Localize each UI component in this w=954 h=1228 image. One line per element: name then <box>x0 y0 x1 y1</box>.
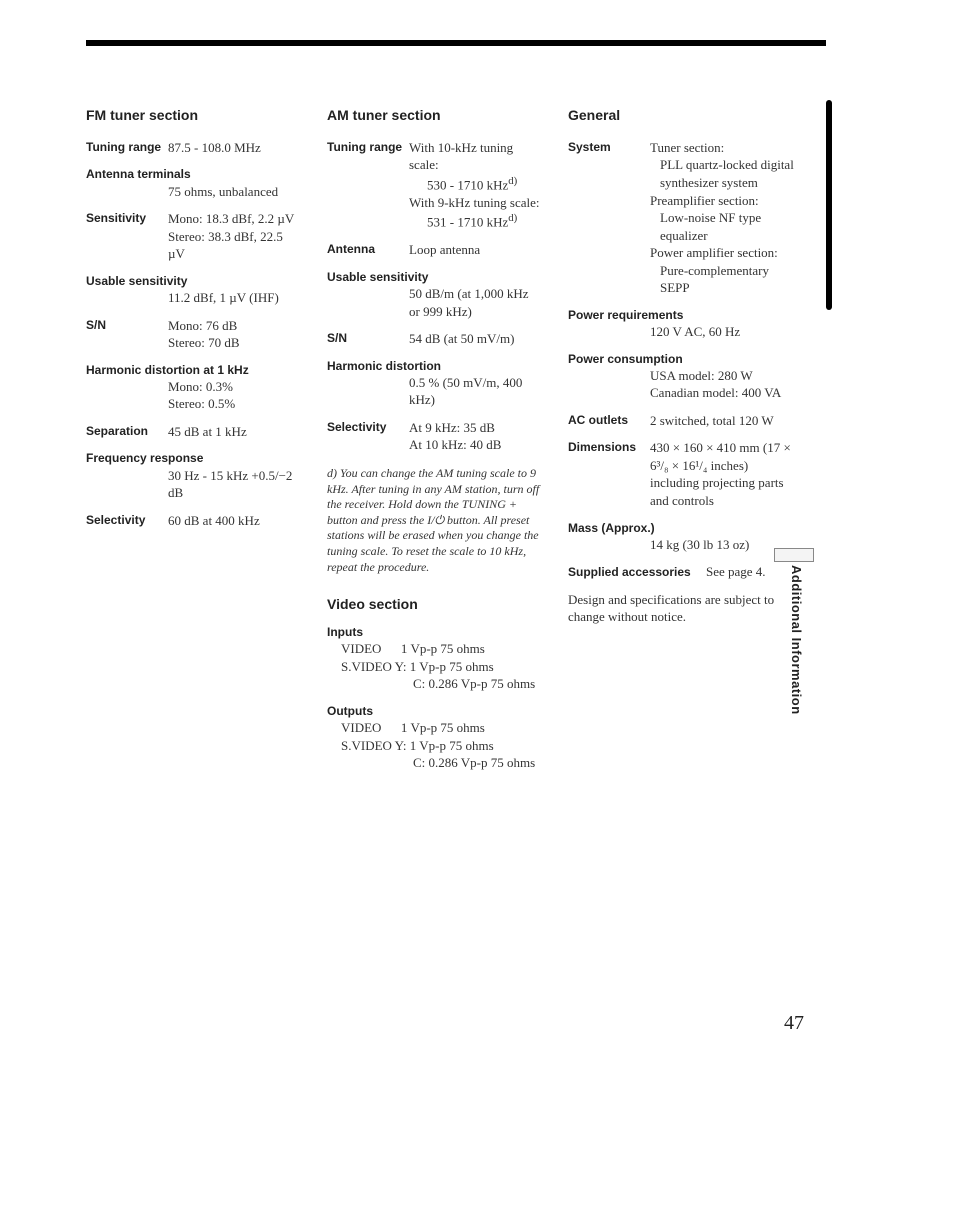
fm-column: FM tuner section Tuning range 87.5 - 108… <box>86 106 301 772</box>
video-inputs-label: Inputs <box>327 624 542 640</box>
gen-system3v: Pure-complementary SEPP <box>650 262 798 297</box>
fm-sensitivity-label: Sensitivity <box>86 210 168 263</box>
gen-system1v: PLL quartz-locked digital synthesizer sy… <box>650 156 798 191</box>
am-tr2: With 9-kHz tuning scale: <box>409 194 542 212</box>
gen-supplied: See page 4. <box>706 564 766 579</box>
am-sel-label: Selectivity <box>327 419 409 454</box>
am-tr-label: Tuning range <box>327 139 409 231</box>
am-sn-label: S/N <box>327 330 409 348</box>
am-title: AM tuner section <box>327 106 542 125</box>
fm-hd-mono: Mono: 0.3% <box>168 378 301 396</box>
fm-sensitivity-mono: Mono: 18.3 dBf, 2.2 µV <box>168 210 301 228</box>
fm-sn-label: S/N <box>86 317 168 352</box>
am-tr1: With 10-kHz tuning scale: <box>409 139 542 174</box>
fm-tuning-range: 87.5 - 108.0 MHz <box>168 139 301 157</box>
am-hd-label: Harmonic distortion <box>327 358 542 374</box>
video-out-sy: S.VIDEO Y: 1 Vp-p 75 ohms <box>341 737 542 755</box>
fm-usable-label: Usable sensitivity <box>86 273 301 289</box>
fm-sensitivity-stereo: Stereo: 38.3 dBf, 22.5 µV <box>168 228 301 263</box>
am-sup1: d) <box>508 175 517 187</box>
general-column: General System Tuner section: PLL quartz… <box>568 106 798 772</box>
am-sup2: d) <box>508 212 517 224</box>
gen-ac: 2 switched, total 120 W <box>650 412 798 430</box>
right-margin-bar <box>826 100 832 310</box>
am-usable: 50 dB/m (at 1,000 kHz or 999 kHz) <box>409 285 542 320</box>
video-outputs-label: Outputs <box>327 703 542 719</box>
gen-system-label: System <box>568 139 650 297</box>
gen-power-cons1: USA model: 280 W <box>650 367 798 385</box>
am-sel2: At 10 kHz: 40 dB <box>409 436 542 454</box>
fm-sep: 45 dB at 1 kHz <box>168 423 301 441</box>
fm-usable: 11.2 dBf, 1 µV (IHF) <box>168 289 301 307</box>
video-out-video: VIDEO 1 Vp-p 75 ohms <box>341 719 542 737</box>
side-tab-box <box>774 548 814 562</box>
fm-tuning-range-label: Tuning range <box>86 139 168 157</box>
gen-system2v: Low-noise NF type equalizer <box>650 209 798 244</box>
fm-sn-mono: Mono: 76 dB <box>168 317 301 335</box>
am-antenna: Loop antenna <box>409 241 542 259</box>
gen-dim: 430 × 160 × 410 mm (17 × 6³/₈ × 16¹/₄ in… <box>650 439 798 509</box>
video-title: Video section <box>327 595 542 614</box>
fm-antenna-terminals: 75 ohms, unbalanced <box>168 183 301 201</box>
top-rule <box>86 40 826 46</box>
gen-system2: Preamplifier section: <box>650 192 798 210</box>
am-usable-label: Usable sensitivity <box>327 269 542 285</box>
fm-sep-label: Separation <box>86 423 168 441</box>
gen-dim-label: Dimensions <box>568 439 650 509</box>
fm-title: FM tuner section <box>86 106 301 125</box>
am-tr2v: 531 - 1710 kHz <box>427 215 508 230</box>
gen-power-req-label: Power requirements <box>568 307 798 323</box>
am-footnote: d) You can change the AM tuning scale to… <box>327 466 542 575</box>
columns: FM tuner section Tuning range 87.5 - 108… <box>86 106 826 772</box>
am-sel1: At 9 kHz: 35 dB <box>409 419 542 437</box>
am-sn: 54 dB (at 50 mV/m) <box>409 330 542 348</box>
page-number: 47 <box>784 1012 804 1035</box>
am-tr1v: 530 - 1710 kHz <box>427 177 508 192</box>
side-tab-label: Additional Information <box>784 565 804 715</box>
am-hd: 0.5 % (50 mV/m, 400 kHz) <box>409 374 542 409</box>
fm-fr: 30 Hz - 15 kHz +0.5/−2 dB <box>168 467 301 502</box>
am-column: AM tuner section Tuning range With 10-kH… <box>327 106 542 772</box>
gen-power-req: 120 V AC, 60 Hz <box>650 323 798 341</box>
fm-sel-label: Selectivity <box>86 512 168 530</box>
gen-system1: Tuner section: <box>650 139 798 157</box>
video-in-sy: S.VIDEO Y: 1 Vp-p 75 ohms <box>341 658 542 676</box>
gen-ac-label: AC outlets <box>568 412 650 430</box>
page-content: FM tuner section Tuning range 87.5 - 108… <box>86 40 826 772</box>
gen-system3: Power amplifier section: <box>650 244 798 262</box>
gen-power-cons2: Canadian model: 400 VA <box>650 384 798 402</box>
fm-sn-stereo: Stereo: 70 dB <box>168 334 301 352</box>
am-antenna-label: Antenna <box>327 241 409 259</box>
gen-supplied-label: Supplied accessories <box>568 565 697 579</box>
fm-hd-label: Harmonic distortion at 1 kHz <box>86 362 301 378</box>
gen-notice: Design and specifications are subject to… <box>568 591 798 626</box>
fm-fr-label: Frequency response <box>86 450 301 466</box>
video-in-sc: C: 0.286 Vp-p 75 ohms <box>341 675 542 693</box>
gen-power-cons-label: Power consumption <box>568 351 798 367</box>
gen-mass-label: Mass (Approx.) <box>568 520 798 536</box>
fm-antenna-terminals-label: Antenna terminals <box>86 166 301 182</box>
general-title: General <box>568 106 798 125</box>
fm-hd-stereo: Stereo: 0.5% <box>168 395 301 413</box>
fm-sel: 60 dB at 400 kHz <box>168 512 301 530</box>
video-in-video: VIDEO 1 Vp-p 75 ohms <box>341 640 542 658</box>
video-out-sc: C: 0.286 Vp-p 75 ohms <box>341 754 542 772</box>
